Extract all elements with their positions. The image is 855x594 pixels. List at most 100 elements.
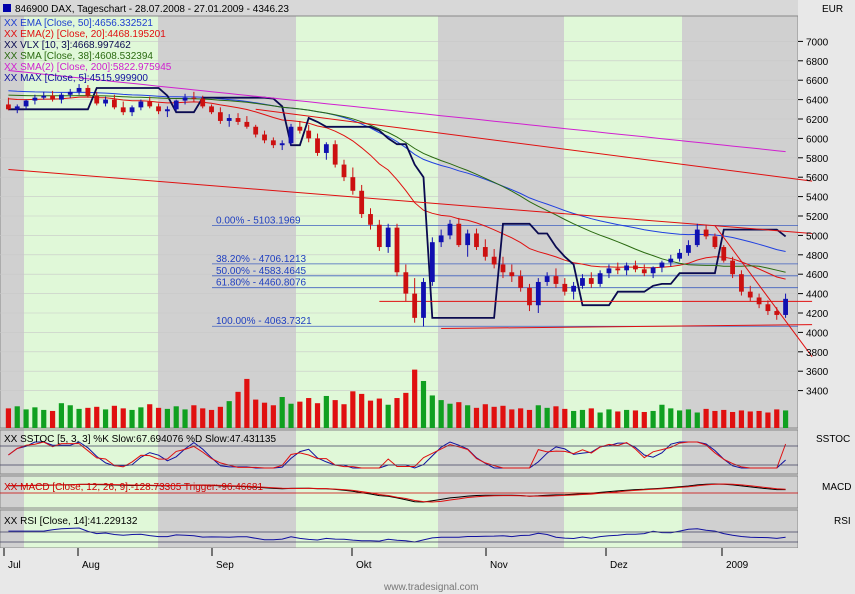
candle-body	[412, 293, 418, 318]
volume-bar	[385, 404, 391, 428]
volume-bar	[217, 406, 223, 428]
candle-body	[32, 97, 38, 101]
macd-tag: MACD	[822, 482, 851, 493]
volume-bar	[526, 409, 533, 428]
candle-body	[244, 121, 250, 127]
volume-bar	[58, 403, 65, 428]
volume-bar	[279, 397, 285, 428]
volume-bar	[182, 409, 188, 428]
volume-bar	[597, 412, 603, 428]
candle-body	[677, 252, 683, 259]
volume-bar	[147, 404, 153, 428]
candle-body	[527, 287, 532, 306]
y-tick-label: 6000	[806, 134, 829, 145]
candle-body	[270, 140, 276, 146]
price-axis-background	[798, 16, 855, 594]
x-tick-label: Jul	[8, 560, 21, 571]
volume-bar	[155, 407, 162, 428]
axis-header	[798, 0, 855, 16]
candle-body	[739, 274, 744, 292]
chart-title: 846900 DAX, Tageschart - 28.07.2008 - 27…	[15, 4, 289, 15]
volume-bar	[253, 399, 259, 428]
volume-bar	[94, 406, 100, 428]
candle-body	[438, 235, 444, 243]
candle-body	[491, 256, 497, 265]
volume-bar	[694, 412, 700, 428]
volume-bar	[341, 404, 347, 428]
candle-body	[544, 276, 550, 282]
volume-bar	[571, 410, 577, 428]
candle-body	[67, 91, 73, 95]
volume-bar	[367, 400, 374, 428]
volume-bar	[200, 408, 206, 428]
candle-body	[120, 107, 126, 113]
candle-body	[553, 276, 559, 284]
rsi-legend: XX RSI [Close, 14]:41.229132	[4, 516, 138, 527]
candle-body	[182, 97, 188, 101]
volume-bar	[659, 404, 665, 428]
candle-body	[323, 144, 329, 153]
volume-bar	[270, 405, 276, 428]
volume-bar	[685, 409, 692, 428]
volume-bar	[747, 411, 753, 428]
macd-trigger-line	[8, 483, 786, 503]
trendline	[441, 324, 813, 330]
candle-body	[712, 236, 718, 248]
candle-body	[306, 130, 312, 139]
x-tick-label: Dez	[610, 560, 628, 571]
volume-bar	[288, 403, 294, 428]
price-axis: 3400 3600 3800 4000 4200 4400 4600 4800 5000 5200…	[798, 37, 829, 398]
candle-body	[94, 95, 100, 104]
symbol-icon	[3, 4, 11, 12]
month-band	[158, 16, 296, 548]
candle-body	[209, 106, 214, 113]
volume-bar	[579, 409, 586, 428]
candle-body	[76, 87, 82, 92]
volume-bar	[191, 405, 197, 428]
candle-body	[6, 104, 11, 110]
watermark: www.tradesignal.com	[383, 582, 478, 593]
candle-body	[41, 95, 47, 98]
candle-body	[482, 247, 488, 257]
x-tick-label: Okt	[356, 560, 372, 571]
candle-body	[721, 247, 727, 261]
volume-bar	[482, 404, 488, 428]
volume-bar	[641, 411, 647, 428]
volume-bar	[67, 405, 73, 428]
volume-bar	[491, 406, 497, 428]
candle-body	[350, 177, 356, 191]
candle-body	[173, 100, 179, 110]
candle-body	[129, 107, 135, 113]
y-tick-label: 6400	[806, 96, 829, 107]
fib-label: 61.80% - 4460.8076	[216, 278, 307, 289]
volume-bar	[306, 398, 312, 428]
candle-body	[85, 87, 91, 96]
candle-body	[562, 283, 568, 292]
volume-bar	[677, 410, 683, 428]
candle-body	[288, 126, 294, 144]
indicator-legend-item: XX EMA [Close, 50]:4656.332521	[4, 18, 153, 29]
candle-body	[571, 285, 577, 292]
volume-bar	[518, 408, 524, 428]
candle-body	[368, 214, 373, 225]
volume-bar	[473, 407, 480, 428]
candlesticks	[6, 84, 788, 327]
indicator-line	[8, 96, 786, 280]
y-tick-label: 5600	[806, 173, 829, 184]
candle-body	[756, 297, 762, 305]
candle-body	[403, 272, 409, 294]
volume-bar	[244, 378, 250, 428]
candle-body	[500, 264, 506, 273]
candle-body	[730, 260, 735, 275]
volume-bar	[208, 409, 215, 428]
y-tick-label: 5000	[806, 231, 829, 242]
trendline	[255, 108, 813, 182]
time-axis: Jul Aug Sep Okt Nov Dez 2009	[0, 548, 855, 594]
candle-body	[279, 143, 285, 146]
candle-body	[394, 227, 400, 273]
candle-body	[59, 94, 64, 100]
x-tick-label: Aug	[82, 560, 100, 571]
volume-bar	[412, 369, 418, 428]
volume-bar	[606, 409, 612, 428]
y-tick-label: 3800	[806, 348, 829, 359]
